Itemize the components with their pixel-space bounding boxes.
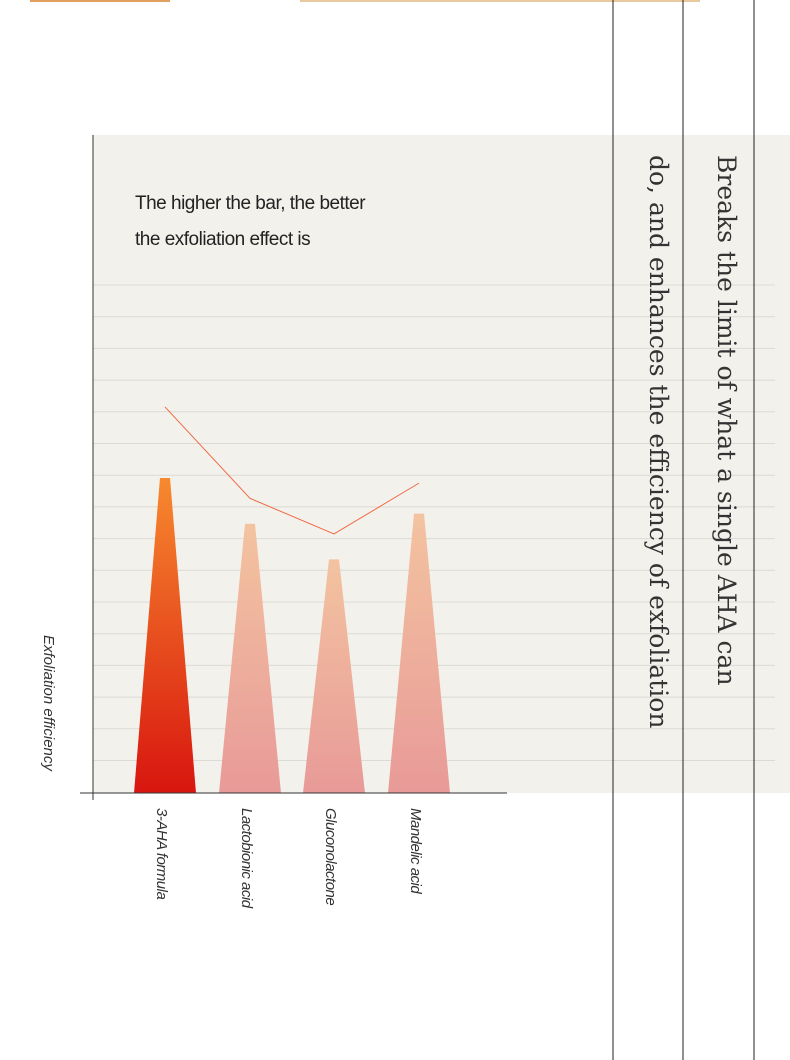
heading: Breaks the limit of what a single AHA ca…: [712, 155, 741, 686]
panel: [93, 135, 790, 793]
annotation: The higher the bar, the better: [135, 193, 366, 214]
line: [164, 406, 420, 535]
x-tick-label: Mandelic acid: [407, 808, 424, 894]
y-axis-label: Exfoliation efficiency: [40, 635, 57, 772]
photo-strip: [30, 0, 170, 2]
bar: [388, 513, 450, 793]
x-tick-label: Gluconolactone: [322, 808, 339, 905]
bar: [134, 478, 196, 793]
heading: do, and enhances the efficiency of exfol…: [644, 155, 673, 728]
x-tick-label: Lactobionic acid: [238, 808, 255, 909]
x-tick-label: 3-AHA formula: [153, 808, 170, 899]
annotation: the exfoliation effect is: [135, 229, 310, 250]
photo-strip: [300, 0, 700, 2]
bar: [303, 559, 365, 793]
bar: [219, 523, 281, 793]
